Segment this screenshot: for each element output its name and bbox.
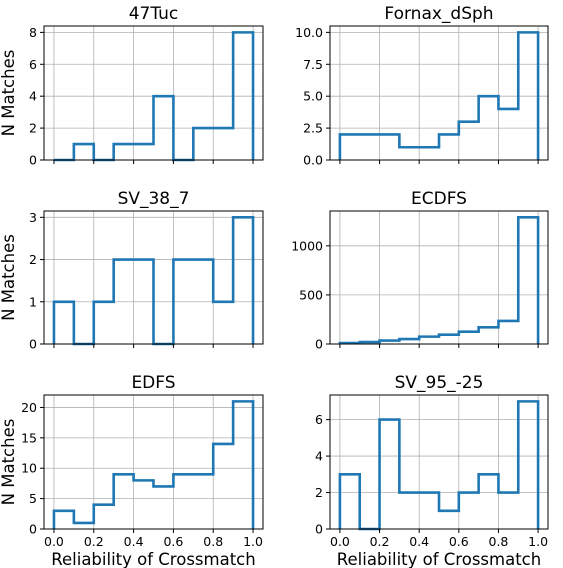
y-tick-label: 0: [29, 153, 37, 168]
chart-panel-4: 0.0 0.2 0.4 0.6 0.8 1.0 0 5 10 15 20 EDFS N Matches R…: [0, 373, 264, 568]
y-tick-label: 3: [29, 210, 37, 225]
y-tick-label: 0: [315, 522, 323, 537]
y-axis-label: N Matches: [0, 50, 18, 137]
axes-frame: [43, 25, 264, 161]
y-tick-label: 500: [299, 287, 323, 302]
axes-frame: [329, 394, 549, 530]
y-tick-label: 7.5: [303, 57, 323, 72]
y-tick-label: 1000: [291, 238, 323, 253]
chart-title: SV_38_7: [118, 189, 190, 209]
chart-title: SV_95_-25: [395, 373, 484, 393]
chart-title: ECDFS: [411, 189, 467, 209]
x-tick-label: 1.0: [243, 534, 263, 549]
histogram-series: [338, 216, 540, 345]
x-tick-label: 0.4: [409, 534, 429, 549]
chart-panel-1: 0.0 2.5 5.0 7.5 10.0 Fornax_dSph: [295, 4, 549, 168]
y-tick-label: 0: [29, 522, 37, 537]
histogram-series: [52, 400, 255, 529]
y-tick-label: 10: [21, 461, 37, 476]
chart-panel-2: 0 1 2 3 SV_38_7 N Matches: [0, 189, 264, 352]
x-tick-label: 0.0: [330, 534, 350, 549]
axes-frame: [329, 210, 549, 345]
x-tick-label: 0.0: [44, 534, 64, 549]
axes-frame: [329, 25, 549, 161]
y-tick-label: 5: [29, 491, 37, 506]
chart-title: Fornax_dSph: [384, 4, 493, 24]
chart-title: EDFS: [131, 373, 175, 393]
y-tick-label: 0.0: [303, 153, 323, 168]
y-tick-label: 6: [315, 412, 323, 427]
axes-frame: [43, 394, 264, 530]
x-axis-label: Reliability of Crossmatch: [337, 550, 541, 568]
y-tick-label: 20: [21, 400, 37, 415]
chart-panel-0: 0 2 4 6 8 47Tuc N Matches: [0, 4, 264, 168]
chart-title: 47Tuc: [129, 4, 179, 24]
y-tick-label: 15: [21, 430, 37, 445]
y-tick-label: 6: [29, 57, 37, 72]
x-tick-label: 0.8: [489, 534, 509, 549]
y-axis-label: N Matches: [0, 234, 18, 321]
y-tick-label: 0: [29, 337, 37, 352]
chart-panel-3: 0 500 1000 ECDFS: [291, 189, 549, 352]
x-tick-label: 0.6: [163, 534, 183, 549]
x-tick-label: 0.8: [203, 534, 223, 549]
y-tick-label: 4: [315, 449, 323, 464]
histogram-series: [338, 400, 540, 531]
x-axis-label: Reliability of Crossmatch: [51, 550, 255, 568]
y-tick-label: 0: [315, 337, 323, 352]
chart-panel-5: 0.0 0.2 0.4 0.6 0.8 1.0 0 2 4 6 SV_95_-25 Reliabili…: [315, 373, 549, 568]
x-tick-label: 0.6: [449, 534, 469, 549]
y-tick-label: 2: [315, 485, 323, 500]
y-tick-label: 1: [29, 294, 37, 309]
x-tick-label: 0.2: [370, 534, 390, 549]
y-tick-label: 2.5: [303, 121, 323, 136]
histogram-series: [52, 216, 255, 346]
axes-frame: [43, 210, 264, 345]
histogram-series: [338, 31, 540, 160]
y-tick-label: 2: [29, 121, 37, 136]
y-tick-label: 4: [29, 89, 37, 104]
y-tick-label: 5.0: [303, 89, 323, 104]
y-tick-label: 10.0: [295, 25, 323, 40]
x-tick-label: 1.0: [528, 534, 548, 549]
y-tick-label: 8: [29, 25, 37, 40]
x-tick-label: 0.2: [84, 534, 104, 549]
x-tick-label: 0.4: [124, 534, 144, 549]
y-tick-label: 2: [29, 252, 37, 267]
y-axis-label: N Matches: [0, 419, 18, 506]
histogram-series: [53, 31, 255, 162]
